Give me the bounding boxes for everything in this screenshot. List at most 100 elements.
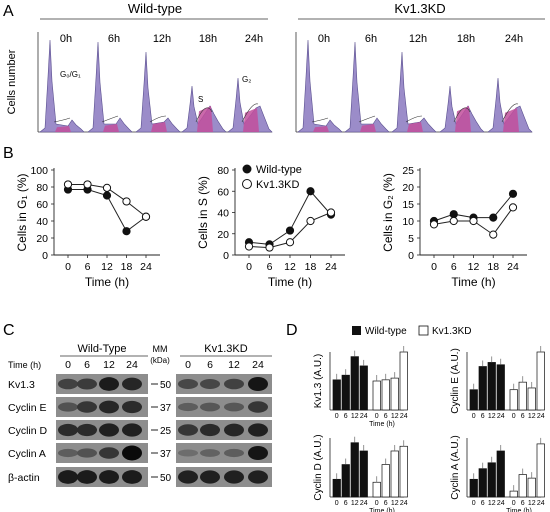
bar-cyca-bar: [518, 474, 527, 498]
chart-g1-y-tick-label: 60: [36, 199, 48, 211]
bar-cyca-x-tick-label: 24: [497, 500, 505, 507]
c-band: [178, 424, 198, 436]
panel-b-letter: B: [3, 145, 14, 162]
c-kd-title: Kv1.3KD: [204, 343, 247, 355]
bar-cyce-bar: [478, 366, 487, 411]
bar-cyce-bar: [509, 389, 518, 411]
bar-kv13-x-tick-label: 6: [344, 413, 348, 420]
bar-kv13-bar: [372, 380, 381, 411]
a-annot-g0g1: G₀/G₁: [60, 70, 81, 79]
chart-s-x-tick-label: 18: [305, 261, 317, 273]
a-annot-g2: G₂: [242, 75, 251, 84]
c-wt-time-label: 24: [126, 359, 138, 371]
a-wt-time-18h: 18h: [199, 33, 217, 45]
a-wt-s-phase-fill: [151, 122, 167, 132]
bar-kv13-x-tick-label: 0: [375, 413, 379, 420]
bar-cyca-x-tick-label: 0: [472, 500, 476, 507]
c-band: [58, 448, 78, 458]
chart-s-y-tick-label: 80: [217, 165, 229, 177]
bar-cyce-x-tick-label: 6: [521, 413, 525, 420]
chart-g1-y-tick-label: 80: [36, 182, 48, 194]
bar-cyce-bar: [496, 364, 505, 411]
c-marker-label: 37: [160, 449, 172, 460]
bar-cycd-bar: [381, 464, 390, 498]
c-band: [224, 423, 244, 437]
chart-s-point: [244, 242, 254, 251]
chart-s-ylabel: Cells in S (%): [196, 176, 210, 249]
c-band: [200, 378, 220, 390]
a-wt-fit-line: [101, 115, 119, 123]
bar-cycd-bar: [350, 442, 359, 498]
bar-cycd-bar: [341, 464, 350, 498]
chart-g2-x-tick-label: 6: [451, 261, 457, 273]
chart-s-y-tick-label: 60: [217, 186, 229, 198]
bar-cyca-bar: [527, 477, 536, 498]
bar-cycd-bar: [399, 445, 408, 498]
c-band: [99, 400, 119, 414]
bar-cycd-x-tick-label: 12: [351, 500, 359, 507]
bar-cycd-x-tick-label: 6: [344, 500, 348, 507]
bar-cyce-bar: [527, 387, 536, 411]
c-wt-title: Wild-Type: [78, 343, 127, 355]
chart-s-xlabel: Time (h): [268, 275, 312, 289]
c-band: [200, 402, 220, 412]
c-band: [122, 423, 142, 437]
a-wt-histogram: [87, 41, 133, 133]
bar-cycd-bar: [332, 478, 341, 498]
c-row-label: Cyclin D: [8, 425, 48, 437]
c-band: [200, 470, 220, 484]
bar-cycd-bar: [390, 450, 399, 498]
bar-cyce-x-tick-label: 24: [537, 413, 545, 420]
c-kd-time-label: 6: [207, 359, 213, 371]
bar-cyce-x-tick-label: 12: [528, 413, 536, 420]
chart-g1-point: [122, 227, 131, 236]
chart-g2-y-tick-label: 10: [402, 216, 414, 228]
chart-g2-x-tick-label: 12: [468, 261, 480, 273]
c-band: [224, 448, 244, 458]
chart-s-point: [285, 226, 295, 235]
legend-b-kd-label: Kv1.3KD: [256, 179, 299, 191]
bar-cycd-x-tick-label: 24: [360, 500, 368, 507]
a-kd-fit-line: [501, 103, 519, 123]
bar-cycd-ylabel: Cyclin D (A.U.): [313, 434, 324, 500]
panel-a-letter: A: [3, 3, 14, 20]
bar-cyce-ylabel: Cyclin E (A.U.): [450, 348, 461, 414]
c-kd-time-label: 12: [228, 359, 240, 371]
a-kd-time-24h: 24h: [505, 33, 523, 45]
a-kd-fit-line: [405, 115, 423, 123]
a-kd-s-phase-fill: [360, 124, 376, 132]
c-band: [58, 470, 78, 484]
c-band: [77, 423, 97, 437]
bar-cyca-bar: [496, 450, 505, 498]
bar-cyca-x-tick-label: 6: [481, 500, 485, 507]
c-wt-time-label: 12: [103, 359, 115, 371]
c-band: [200, 423, 220, 437]
c-band: [99, 377, 119, 391]
chart-g1-y-tick-label: 20: [36, 233, 48, 245]
c-band: [248, 470, 268, 484]
chart-s-point: [265, 243, 274, 252]
bar-cyce-bar: [487, 362, 496, 411]
bar-cycd-xlabel: Time (h): [369, 508, 395, 512]
bar-kv13-bar: [359, 365, 368, 411]
c-band: [178, 470, 198, 484]
c-band: [122, 445, 142, 461]
c-band: [248, 376, 268, 392]
a-wt-time-0h: 0h: [60, 33, 72, 45]
chart-g1-point: [63, 180, 73, 189]
bar-cyce-bar: [518, 381, 527, 411]
chart-g1: 0 20 40 60 80 100 0 6 12 18 24 Time (h) Cells in G₁ …: [15, 165, 160, 289]
c-band: [224, 402, 244, 412]
c-marker-label: 25: [160, 426, 172, 437]
chart-g1-xlabel: Time (h): [85, 275, 129, 289]
bar-kv13-ylabel: Kv1.3 (A.U.): [313, 354, 324, 408]
bar-cyca-bar: [478, 468, 487, 498]
bar-cyce-bar: [469, 389, 478, 411]
chart-g2-point: [508, 203, 518, 212]
chart-g1-point: [102, 191, 112, 200]
bar-cycd-x-tick-label: 6: [384, 500, 388, 507]
bar-kv13-bar: [341, 374, 350, 411]
